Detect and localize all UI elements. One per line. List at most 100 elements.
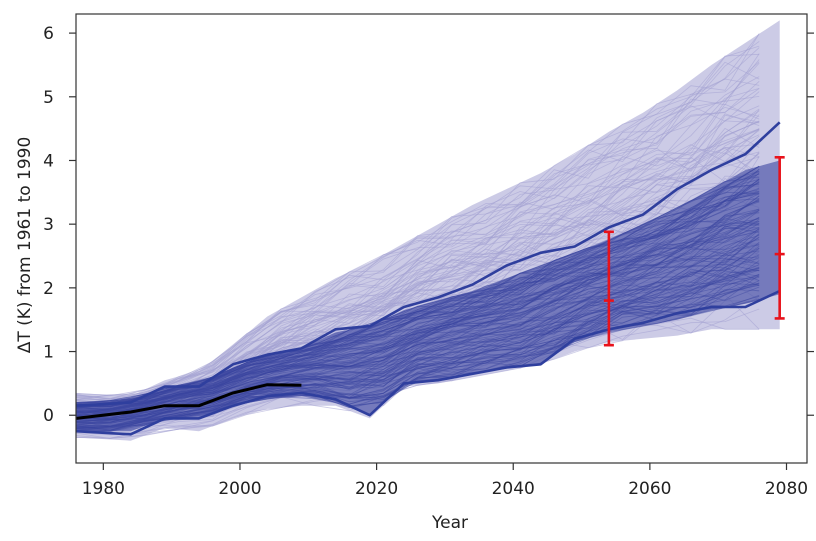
ensemble-light-member: [76, 53, 760, 399]
y-tick-label: 1: [43, 343, 54, 363]
ensemble-dark-member: [76, 170, 760, 403]
x-tick-label: 2080: [765, 479, 808, 499]
ensemble-dark-member: [76, 201, 760, 412]
ensemble-dark-member: [76, 254, 760, 426]
ensemble-dark-member: [76, 179, 760, 407]
ensemble-dark-member: [76, 220, 760, 419]
ensemble-dark-member: [76, 221, 760, 415]
ensemble-light-member: [76, 45, 760, 400]
ensemble-dark-member: [76, 168, 760, 408]
ensemble-dark-member: [76, 227, 760, 416]
ensemble-dark-member: [76, 208, 760, 414]
ensemble-dark-member: [76, 198, 760, 410]
x-tick-label: 2000: [218, 479, 261, 499]
ensemble-dark-member: [76, 222, 760, 414]
ensemble-dark-member: [76, 219, 760, 417]
ensemble-dark-member: [76, 269, 760, 426]
y-tick-label: 5: [43, 88, 54, 108]
ensemble-dark-envelope: [76, 160, 780, 432]
ensemble-dark-member: [76, 178, 760, 405]
ensemble-dark-member: [76, 193, 760, 408]
ensemble-dark-member: [76, 237, 760, 421]
x-tick-label: 1980: [82, 479, 125, 499]
y-axis-title: ΔT (K) from 1961 to 1990: [15, 137, 35, 354]
ensemble-dark-member: [76, 273, 760, 427]
ensemble-dark-member: [76, 227, 760, 420]
ensemble-dark-member: [76, 299, 760, 431]
envelope-bound-line-1: [76, 121, 781, 407]
ensemble-dark-member: [76, 216, 760, 416]
ensemble-dark-member: [76, 210, 760, 414]
ensemble-light-member: [76, 88, 760, 407]
ensemble-light-member: [76, 62, 760, 400]
ensemble-dark-member: [76, 283, 760, 428]
y-tick-label: 4: [43, 151, 54, 171]
ensemble-dark-member: [76, 286, 760, 431]
y-tick-label: 3: [43, 215, 54, 235]
ensemble-dark-member: [76, 198, 760, 411]
ensemble-dark-member: [76, 195, 760, 411]
x-tick-label: 2040: [492, 479, 535, 499]
ensemble-dark-member: [76, 212, 760, 413]
ensemble-dark-member: [76, 246, 760, 420]
ensemble-dark-member: [76, 289, 760, 431]
ensemble-dark-member: [76, 229, 760, 421]
ensemble-dark-member: [76, 176, 760, 403]
ensemble-dark-member: [76, 273, 760, 429]
ensemble-light-member: [76, 61, 760, 402]
ensemble-dark-member: [76, 282, 760, 430]
ensemble-dark-member: [76, 244, 760, 419]
ensemble-dark-member: [76, 223, 760, 413]
ensemble-dark-member: [76, 277, 760, 431]
y-tick-label: 6: [43, 24, 54, 44]
ensemble-dark-member: [76, 200, 760, 411]
ensemble-dark-member: [76, 243, 760, 419]
ensemble-dark-member: [76, 187, 760, 408]
ensemble-dark-member: [76, 231, 760, 417]
ensemble-dark-member: [76, 233, 760, 420]
ensemble-dark-member: [76, 233, 760, 419]
ensemble-dark-member: [76, 184, 760, 408]
ensemble-dark-member: [76, 169, 760, 403]
ensemble-dark-member: [76, 228, 760, 416]
envelope-bound-line-2: [76, 289, 781, 436]
ensemble-dark-member: [76, 225, 760, 416]
ensemble-dark-member: [76, 274, 760, 431]
error-bars: [603, 155, 785, 347]
ensemble-dark-member: [76, 199, 760, 413]
ensemble-dark-member: [76, 282, 760, 432]
ensemble-light-member: [76, 59, 760, 400]
ensemble-dark-member: [76, 280, 760, 431]
ensemble-dark: [76, 160, 780, 432]
ensemble-dark-member: [76, 270, 760, 428]
ensemble-dark-member: [76, 260, 760, 425]
ensemble-dark-member: [76, 273, 760, 429]
ensemble-dark-member: [76, 235, 760, 421]
ensemble-dark-member: [76, 170, 760, 408]
ensemble-dark-member: [76, 217, 760, 416]
ensemble-dark-member: [76, 270, 760, 427]
ensemble-dark-member: [76, 264, 760, 423]
ensemble-dark-member: [76, 224, 760, 411]
ensemble-dark-member: [76, 183, 760, 407]
error-bar-2: [774, 155, 785, 320]
error-bar-1: [603, 230, 614, 347]
ensemble-dark-member: [76, 181, 760, 408]
ensemble-dark-member: [76, 208, 760, 413]
ensemble-dark-member: [76, 236, 760, 419]
y-tick-label: 0: [43, 406, 54, 426]
ensemble-dark-member: [76, 223, 760, 417]
ensemble-dark-member: [76, 191, 760, 408]
x-axis-title: Year: [431, 513, 468, 533]
ensemble-dark-member: [76, 266, 760, 428]
ensemble-dark-member: [76, 218, 760, 415]
ensemble-dark-member: [76, 210, 760, 417]
ensemble-dark-member: [76, 178, 760, 406]
data-layer: [76, 20, 781, 441]
axes: 1980 2000 2020 2040 2060 2080 0 1 2 3 4 5 6: [43, 24, 814, 499]
ensemble-dark-member: [76, 165, 760, 405]
ensemble-dark-member: [76, 173, 760, 405]
ensemble-dark-member: [76, 217, 760, 415]
ensemble-dark-member: [76, 228, 760, 418]
